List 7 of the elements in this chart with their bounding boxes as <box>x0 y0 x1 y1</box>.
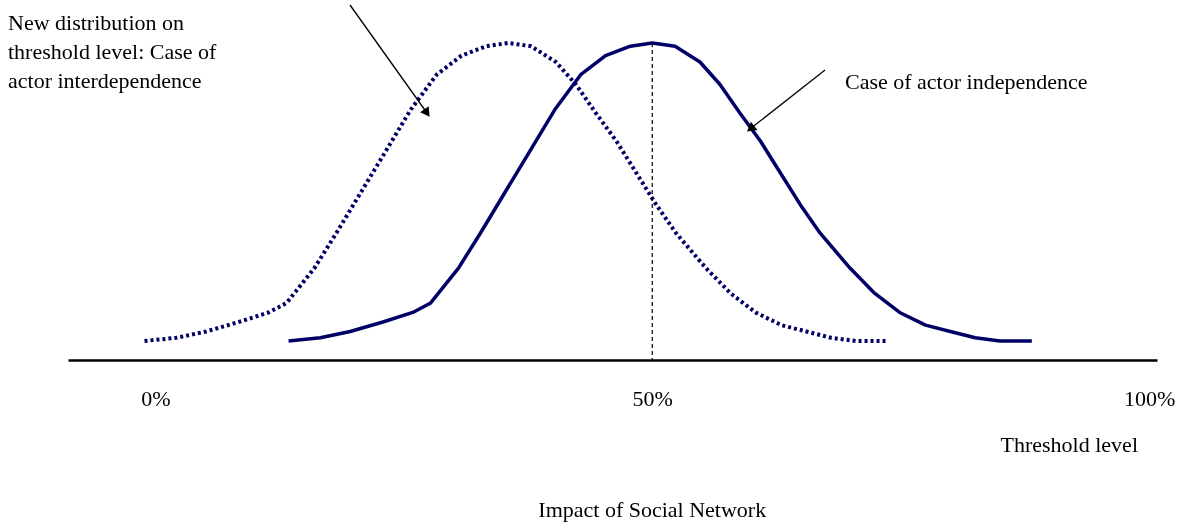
annotation: Case of actor independence <box>845 69 1088 94</box>
annotation: New distribution on threshold level: Case of actor interdependence <box>8 10 218 93</box>
x-tick-label: 0% <box>141 385 171 411</box>
x-axis-title: Threshold level <box>1000 432 1138 457</box>
x-tick-label: 50% <box>632 385 673 411</box>
text: Impact of Social Network <box>538 497 767 522</box>
x-tick-label: 100% <box>1123 385 1176 411</box>
